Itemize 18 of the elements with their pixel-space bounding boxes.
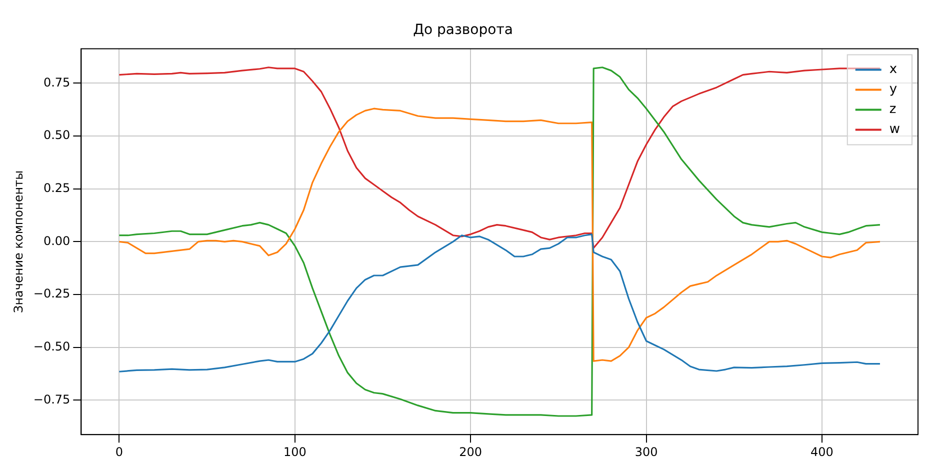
legend-label: w bbox=[889, 122, 900, 138]
y-tick-label: −0.75 bbox=[33, 392, 70, 406]
x-tick-label: 200 bbox=[459, 444, 482, 459]
y-axis-title: Значение компоненты bbox=[11, 170, 26, 313]
x-tick-label: 100 bbox=[283, 444, 306, 459]
legend-label: x bbox=[889, 62, 898, 78]
y-tick-label: 0.00 bbox=[43, 234, 70, 248]
x-tick-label: 0 bbox=[115, 444, 124, 459]
y-tick-label: −0.25 bbox=[33, 286, 70, 301]
y-tick-label: 0.50 bbox=[43, 128, 70, 142]
y-tick-label: −0.50 bbox=[33, 339, 70, 354]
x-tick-label: 400 bbox=[810, 444, 834, 459]
chart-title: До разворота bbox=[413, 22, 513, 38]
legend-label: y bbox=[889, 82, 898, 98]
legend-label: z bbox=[889, 102, 896, 118]
y-tick-label: 0.25 bbox=[43, 181, 70, 196]
y-tick-label: 0.75 bbox=[43, 75, 70, 90]
x-tick-label: 300 bbox=[634, 444, 658, 459]
